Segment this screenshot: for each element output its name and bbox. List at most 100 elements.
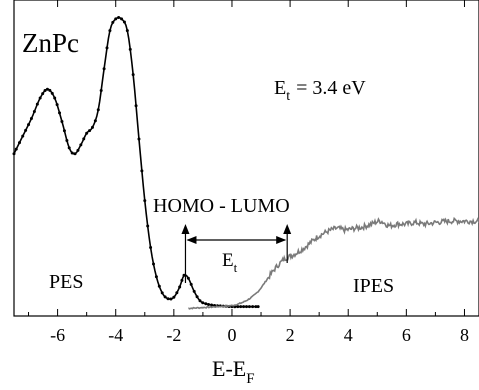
data-point bbox=[146, 224, 150, 228]
arrow-head bbox=[181, 224, 190, 234]
data-point bbox=[251, 305, 255, 309]
arrow-head bbox=[283, 224, 292, 234]
data-point bbox=[85, 131, 89, 135]
data-point bbox=[45, 87, 49, 91]
x-axis-ticks: -6 -4 -2 0 2 4 6 8 bbox=[28, 0, 469, 345]
data-point bbox=[88, 129, 92, 133]
et-value-symbol: E bbox=[274, 77, 286, 99]
data-point bbox=[62, 129, 66, 133]
data-point bbox=[17, 141, 21, 145]
data-point bbox=[48, 88, 52, 92]
data-point bbox=[50, 91, 54, 95]
x-tick-label: -6 bbox=[50, 325, 65, 345]
data-point bbox=[12, 152, 16, 156]
data-point bbox=[21, 134, 25, 138]
data-point bbox=[140, 169, 144, 173]
et-value-subscript: t bbox=[286, 89, 290, 104]
data-point bbox=[178, 285, 182, 289]
data-point bbox=[76, 148, 80, 152]
data-point bbox=[180, 278, 184, 282]
et-value-text: = 3.4 eV bbox=[296, 77, 366, 99]
data-point bbox=[247, 305, 251, 309]
data-point bbox=[256, 305, 260, 309]
data-point bbox=[43, 88, 47, 92]
data-point bbox=[242, 305, 246, 309]
data-point bbox=[60, 119, 64, 123]
x-tick-label: -4 bbox=[108, 325, 123, 345]
data-point bbox=[102, 67, 106, 71]
data-point bbox=[239, 305, 243, 309]
data-point bbox=[105, 46, 109, 50]
data-point bbox=[152, 262, 155, 266]
data-point bbox=[90, 125, 94, 129]
x-axis-label-sub: F bbox=[246, 371, 254, 387]
data-point bbox=[236, 305, 240, 309]
series-ipes bbox=[188, 216, 479, 310]
data-point bbox=[128, 47, 132, 51]
data-point bbox=[125, 29, 129, 33]
data-point bbox=[99, 89, 103, 93]
data-point bbox=[32, 110, 36, 113]
gap-subscript: t bbox=[234, 260, 238, 275]
data-point bbox=[182, 273, 186, 277]
data-point bbox=[204, 302, 208, 306]
data-point bbox=[93, 119, 97, 123]
data-point bbox=[29, 117, 33, 121]
data-point bbox=[53, 96, 57, 100]
homo-lumo-label: HOMO - LUMO bbox=[153, 195, 290, 217]
data-point bbox=[175, 291, 179, 295]
data-point bbox=[254, 305, 258, 309]
data-point bbox=[154, 275, 158, 279]
arrow-head bbox=[186, 236, 197, 244]
data-point bbox=[114, 17, 118, 21]
x-tick-label: 4 bbox=[344, 325, 353, 345]
data-point bbox=[27, 123, 31, 127]
data-point bbox=[195, 295, 199, 299]
pes-label: PES bbox=[49, 271, 83, 293]
et-value-annotation: Et = 3.4 eV bbox=[274, 77, 366, 104]
data-point bbox=[55, 103, 59, 107]
data-point bbox=[117, 15, 121, 19]
data-point bbox=[186, 276, 190, 280]
ipes-label: IPES bbox=[353, 275, 394, 297]
data-point bbox=[35, 102, 39, 106]
data-point bbox=[160, 291, 164, 295]
data-point bbox=[189, 282, 193, 286]
x-axis-label: E-EF bbox=[212, 356, 255, 387]
data-point bbox=[143, 199, 147, 203]
data-point bbox=[172, 295, 176, 299]
data-point bbox=[157, 284, 161, 288]
data-point bbox=[122, 20, 126, 24]
data-point bbox=[14, 147, 18, 151]
data-point bbox=[73, 152, 77, 156]
data-point bbox=[192, 289, 196, 293]
data-point bbox=[169, 297, 173, 301]
plot-frame bbox=[13, 0, 479, 317]
data-point bbox=[137, 137, 141, 141]
data-point bbox=[65, 138, 69, 142]
arrow-head bbox=[276, 236, 287, 244]
annotation-arrows bbox=[181, 224, 292, 283]
data-point bbox=[67, 146, 71, 150]
data-point bbox=[163, 295, 167, 299]
data-point bbox=[108, 29, 112, 33]
series-line bbox=[188, 216, 479, 310]
data-point bbox=[134, 104, 138, 108]
x-tick-label: -2 bbox=[166, 325, 181, 345]
data-point bbox=[111, 20, 115, 24]
x-axis-label-main: E-E bbox=[212, 356, 246, 381]
data-point bbox=[24, 128, 28, 132]
x-tick-label: 2 bbox=[286, 325, 295, 345]
x-tick-label: 6 bbox=[402, 325, 411, 345]
data-point bbox=[166, 297, 170, 301]
data-point bbox=[149, 245, 153, 249]
data-point bbox=[79, 143, 83, 147]
data-point bbox=[96, 108, 100, 112]
data-point bbox=[207, 302, 210, 306]
gap-label: Et bbox=[222, 250, 238, 275]
data-point bbox=[41, 92, 45, 96]
data-point bbox=[120, 17, 124, 21]
data-point bbox=[245, 305, 248, 309]
x-tick-label: 8 bbox=[460, 325, 469, 345]
